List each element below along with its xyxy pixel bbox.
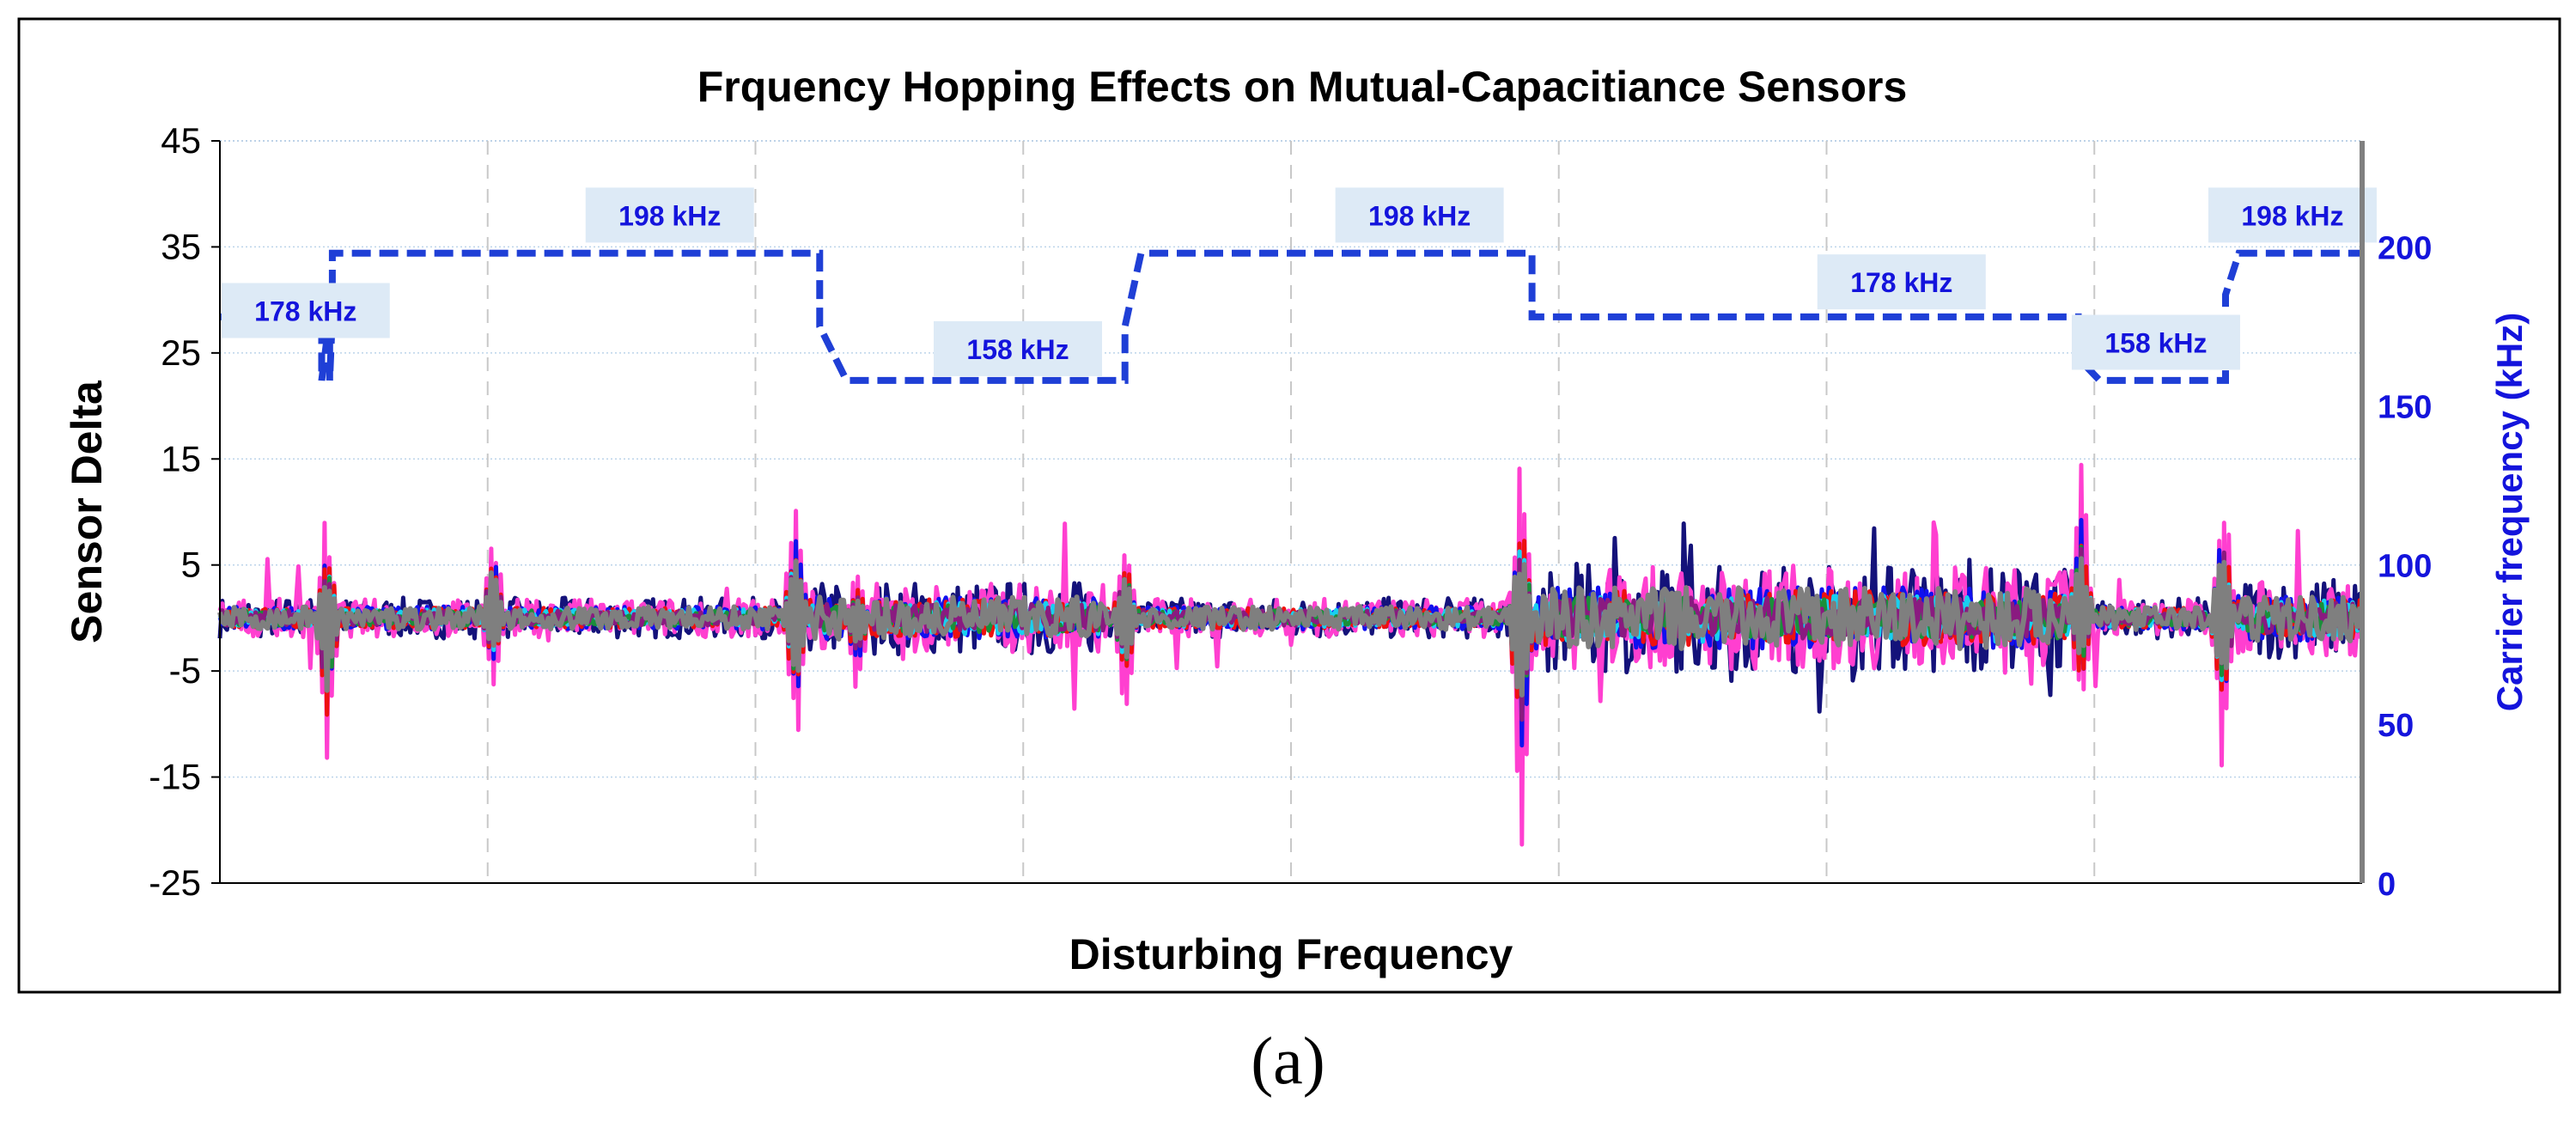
- figure-caption: (a): [1251, 1023, 1325, 1098]
- y-tick-label: 25: [161, 332, 201, 373]
- y2-axis-title: Carrier frequency (kHz): [2489, 313, 2530, 711]
- chart-title: Frquency Hopping Effects on Mutual-Capac…: [697, 63, 1908, 111]
- frequency-label-box: [221, 283, 390, 338]
- frequency-label: 178 kHz: [1850, 267, 1952, 298]
- frequency-label: 178 kHz: [254, 295, 356, 326]
- sensor-series-line: [217, 556, 2365, 698]
- frequency-label: 158 kHz: [2104, 328, 2207, 359]
- frequency-label-box: [2071, 314, 2240, 370]
- frequency-label-box: [1335, 187, 1504, 243]
- frequency-label: 198 kHz: [2241, 200, 2343, 231]
- frequency-label-box: [934, 320, 1103, 376]
- frequency-labels: 178 kHz 198 kHz 158 kHz 198 kHz 178 kHz 158 k…: [221, 187, 2377, 376]
- y-tick-label: 35: [161, 226, 201, 266]
- y2-tick-label: 50: [2378, 708, 2414, 744]
- y-axis-title: Sensor Delta: [63, 380, 111, 643]
- sensor-series-line: [217, 462, 2365, 847]
- x-axis-title: Disturbing Frequency: [1069, 930, 1513, 978]
- carrier-frequency-line: [220, 249, 2362, 384]
- axes: 45 35 25 15 5 -5 -15 -25 200 150 100 50 0: [149, 120, 2432, 903]
- sensor-series: [217, 462, 2365, 847]
- y2-tick-label: 150: [2378, 390, 2432, 426]
- y-tick-label: -25: [149, 862, 201, 903]
- y2-tick-label: 0: [2378, 867, 2396, 903]
- frequency-label: 198 kHz: [1368, 200, 1471, 231]
- y2-tick-label: 200: [2378, 230, 2432, 266]
- frequency-label-box: [585, 187, 754, 243]
- y-tick-label: 45: [161, 120, 201, 161]
- carrier-frequency-series: [220, 249, 2362, 384]
- frequency-label-box: [2208, 187, 2377, 243]
- y2-tick-label: 100: [2378, 549, 2432, 585]
- frequency-label-box: [1817, 254, 1986, 310]
- frequency-label: 198 kHz: [618, 200, 721, 231]
- chart-frame: [17, 17, 2561, 994]
- y-tick-label: -15: [149, 757, 201, 797]
- y-tick-label: -5: [169, 650, 201, 691]
- y-tick-label: 15: [161, 438, 201, 478]
- y-tick-label: 5: [181, 545, 201, 585]
- frequency-label: 158 kHz: [966, 334, 1069, 365]
